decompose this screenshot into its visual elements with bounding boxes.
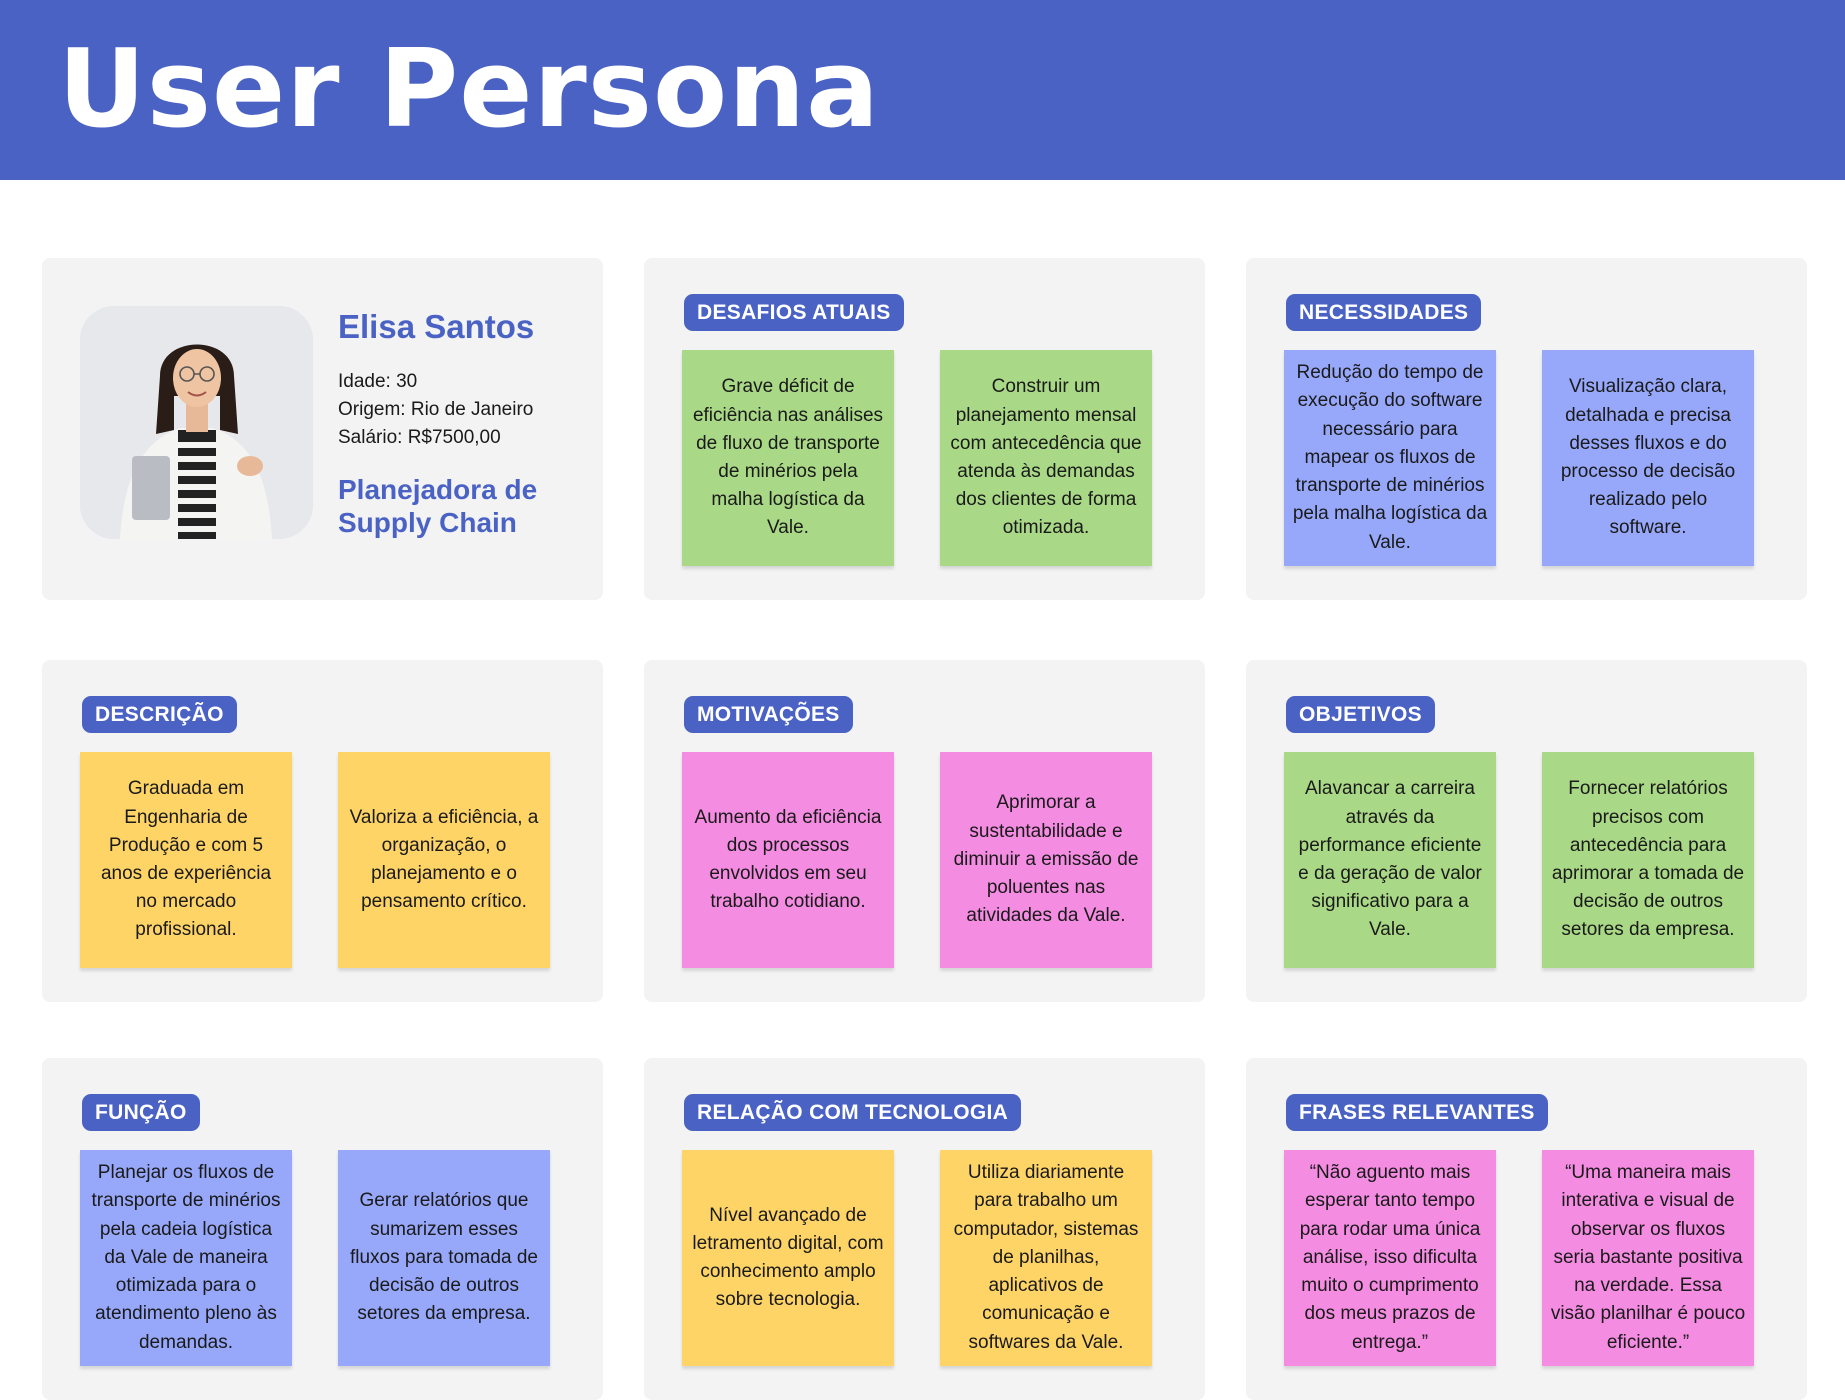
section-frases: FRASES RELEVANTES “Não aguento mais espe…: [1246, 1058, 1807, 1400]
person-photo: [80, 306, 313, 539]
sticky-note: Utiliza diariamente para trabalho um com…: [940, 1150, 1152, 1366]
sticky-note: Gerar relatórios que sumarizem esses flu…: [338, 1150, 550, 1366]
profile-card: Elisa Santos Idade: 30 Origem: Rio de Ja…: [42, 258, 603, 600]
section-tecnologia: RELAÇÃO COM TECNOLOGIA Nível avançado de…: [644, 1058, 1205, 1400]
persona-name: Elisa Santos: [338, 308, 535, 345]
section-title: FUNÇÃO: [82, 1094, 200, 1131]
page-header: User Persona: [0, 0, 1845, 180]
sticky-note: Grave déficit de eficiência nas análises…: [682, 350, 894, 566]
sticky-note: “Uma maneira mais interativa e visual de…: [1542, 1150, 1754, 1366]
page-title: User Persona: [58, 27, 880, 152]
person-illustration: [80, 306, 313, 539]
sticky-note: Fornecer relatórios precisos com anteced…: [1542, 752, 1754, 968]
sticky-note: Planejar os fluxos de transporte de miné…: [80, 1150, 292, 1366]
section-title: DESCRIÇÃO: [82, 696, 237, 733]
sticky-note: Nível avançado de letramento digital, co…: [682, 1150, 894, 1366]
persona-salary: Salário: R$7500,00: [338, 427, 501, 448]
sticky-note: Alavancar a carreira através da performa…: [1284, 752, 1496, 968]
section-objetivos: OBJETIVOS Alavancar a carreira através d…: [1246, 660, 1807, 1002]
section-motivacoes: MOTIVAÇÕES Aumento da eficiência dos pro…: [644, 660, 1205, 1002]
persona-role: Planejadora de Supply Chain: [338, 474, 538, 538]
persona-origin: Origem: Rio de Janeiro: [338, 399, 534, 420]
sticky-note: Visualização clara, detalhada e precisa …: [1542, 350, 1754, 566]
section-desafios: DESAFIOS ATUAIS Grave déficit de eficiên…: [644, 258, 1205, 600]
sticky-note: Graduada em Engenharia de Produção e com…: [80, 752, 292, 968]
sticky-note: “Não aguento mais esperar tanto tempo pa…: [1284, 1150, 1496, 1366]
section-title: RELAÇÃO COM TECNOLOGIA: [684, 1094, 1022, 1131]
sticky-note: Aumento da eficiência dos processos envo…: [682, 752, 894, 968]
sticky-note: Redução do tempo de execução do software…: [1284, 350, 1496, 566]
persona-age: Idade: 30: [338, 371, 418, 392]
section-title: MOTIVAÇÕES: [684, 696, 853, 733]
sticky-note: Aprimorar a sustentabilidade e diminuir …: [940, 752, 1152, 968]
section-title: NECESSIDADES: [1286, 294, 1482, 331]
sticky-note: Valoriza a eficiência, a organização, o …: [338, 752, 550, 968]
section-descricao: DESCRIÇÃO Graduada em Engenharia de Prod…: [42, 660, 603, 1002]
section-necessidades: NECESSIDADES Redução do tempo de execuçã…: [1246, 258, 1807, 600]
sticky-note: Construir um planejamento mensal com ant…: [940, 350, 1152, 566]
persona-info: Idade: 30 Origem: Rio de Janeiro Salário…: [338, 368, 533, 452]
section-title: OBJETIVOS: [1286, 696, 1435, 733]
section-title: DESAFIOS ATUAIS: [684, 294, 904, 331]
section-funcao: FUNÇÃO Planejar os fluxos de transporte …: [42, 1058, 603, 1400]
section-title: FRASES RELEVANTES: [1286, 1094, 1548, 1131]
